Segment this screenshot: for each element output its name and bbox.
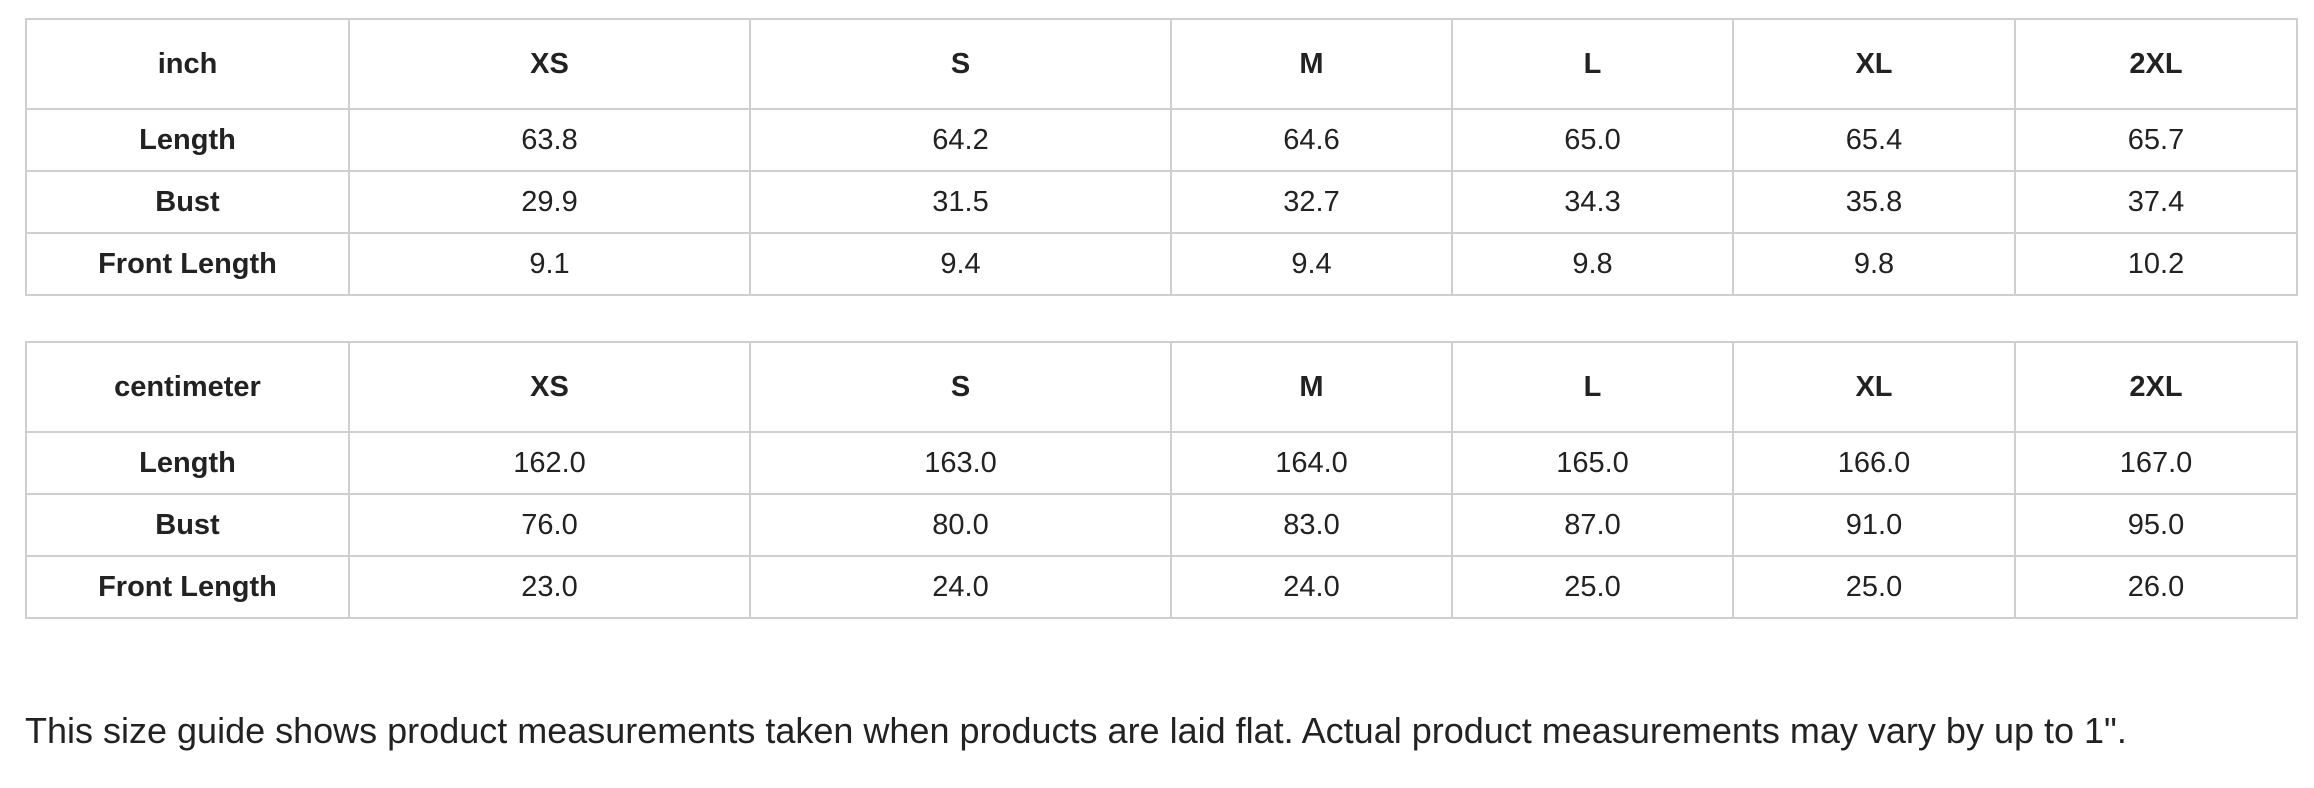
table-cell: 162.0 (348, 431, 751, 495)
table-cell: 32.7 (1170, 170, 1453, 234)
row-label: Bust (25, 170, 350, 234)
table-cell: 166.0 (1732, 431, 2016, 495)
size-header-l: L (1451, 18, 1734, 110)
table-cell: 9.1 (348, 232, 751, 296)
table-cell: 9.4 (1170, 232, 1453, 296)
size-header-xs: XS (348, 18, 751, 110)
size-table-centimeter: centimeter XS S M L XL 2XL Length 162.0 … (25, 341, 2298, 619)
table-row-front-length: Front Length 9.1 9.4 9.4 9.8 9.8 10.2 (25, 232, 2298, 296)
table-cell: 24.0 (749, 555, 1172, 619)
size-header-xs: XS (348, 341, 751, 433)
table-cell: 165.0 (1451, 431, 1734, 495)
size-header-xl: XL (1732, 341, 2016, 433)
table-row-front-length: Front Length 23.0 24.0 24.0 25.0 25.0 26… (25, 555, 2298, 619)
table-cell: 34.3 (1451, 170, 1734, 234)
table-cell: 167.0 (2014, 431, 2298, 495)
size-header-m: M (1170, 18, 1453, 110)
table-header-row: inch XS S M L XL 2XL (25, 18, 2298, 110)
size-header-xl: XL (1732, 18, 2016, 110)
table-row-bust: Bust 76.0 80.0 83.0 87.0 91.0 95.0 (25, 493, 2298, 557)
table-cell: 64.2 (749, 108, 1172, 172)
table-cell: 76.0 (348, 493, 751, 557)
table-cell: 80.0 (749, 493, 1172, 557)
table-row-length: Length 63.8 64.2 64.6 65.0 65.4 65.7 (25, 108, 2298, 172)
table-cell: 95.0 (2014, 493, 2298, 557)
table-cell: 23.0 (348, 555, 751, 619)
table-cell: 87.0 (1451, 493, 1734, 557)
table-cell: 83.0 (1170, 493, 1453, 557)
table-cell: 65.4 (1732, 108, 2016, 172)
size-header-l: L (1451, 341, 1734, 433)
table-cell: 35.8 (1732, 170, 2016, 234)
unit-label: inch (25, 18, 350, 110)
size-header-m: M (1170, 341, 1453, 433)
row-label: Front Length (25, 232, 350, 296)
table-cell: 29.9 (348, 170, 751, 234)
table-cell: 65.7 (2014, 108, 2298, 172)
table-cell: 163.0 (749, 431, 1172, 495)
table-cell: 9.8 (1451, 232, 1734, 296)
table-cell: 9.8 (1732, 232, 2016, 296)
table-cell: 63.8 (348, 108, 751, 172)
table-cell: 25.0 (1451, 555, 1734, 619)
table-cell: 164.0 (1170, 431, 1453, 495)
row-label: Front Length (25, 555, 350, 619)
row-label: Length (25, 108, 350, 172)
size-guide-note: This size guide shows product measuremen… (25, 710, 2127, 751)
size-header-2xl: 2XL (2014, 18, 2298, 110)
table-row-length: Length 162.0 163.0 164.0 165.0 166.0 167… (25, 431, 2298, 495)
table-cell: 9.4 (749, 232, 1172, 296)
table-cell: 10.2 (2014, 232, 2298, 296)
table-cell: 31.5 (749, 170, 1172, 234)
table-row-bust: Bust 29.9 31.5 32.7 34.3 35.8 37.4 (25, 170, 2298, 234)
size-header-s: S (749, 18, 1172, 110)
table-cell: 91.0 (1732, 493, 2016, 557)
table-cell: 26.0 (2014, 555, 2298, 619)
row-label: Length (25, 431, 350, 495)
size-header-s: S (749, 341, 1172, 433)
table-cell: 65.0 (1451, 108, 1734, 172)
table-cell: 25.0 (1732, 555, 2016, 619)
table-header-row: centimeter XS S M L XL 2XL (25, 341, 2298, 433)
row-label: Bust (25, 493, 350, 557)
size-table-inch: inch XS S M L XL 2XL Length 63.8 64.2 64… (25, 18, 2298, 296)
unit-label: centimeter (25, 341, 350, 433)
table-cell: 64.6 (1170, 108, 1453, 172)
table-cell: 24.0 (1170, 555, 1453, 619)
table-cell: 37.4 (2014, 170, 2298, 234)
size-header-2xl: 2XL (2014, 341, 2298, 433)
